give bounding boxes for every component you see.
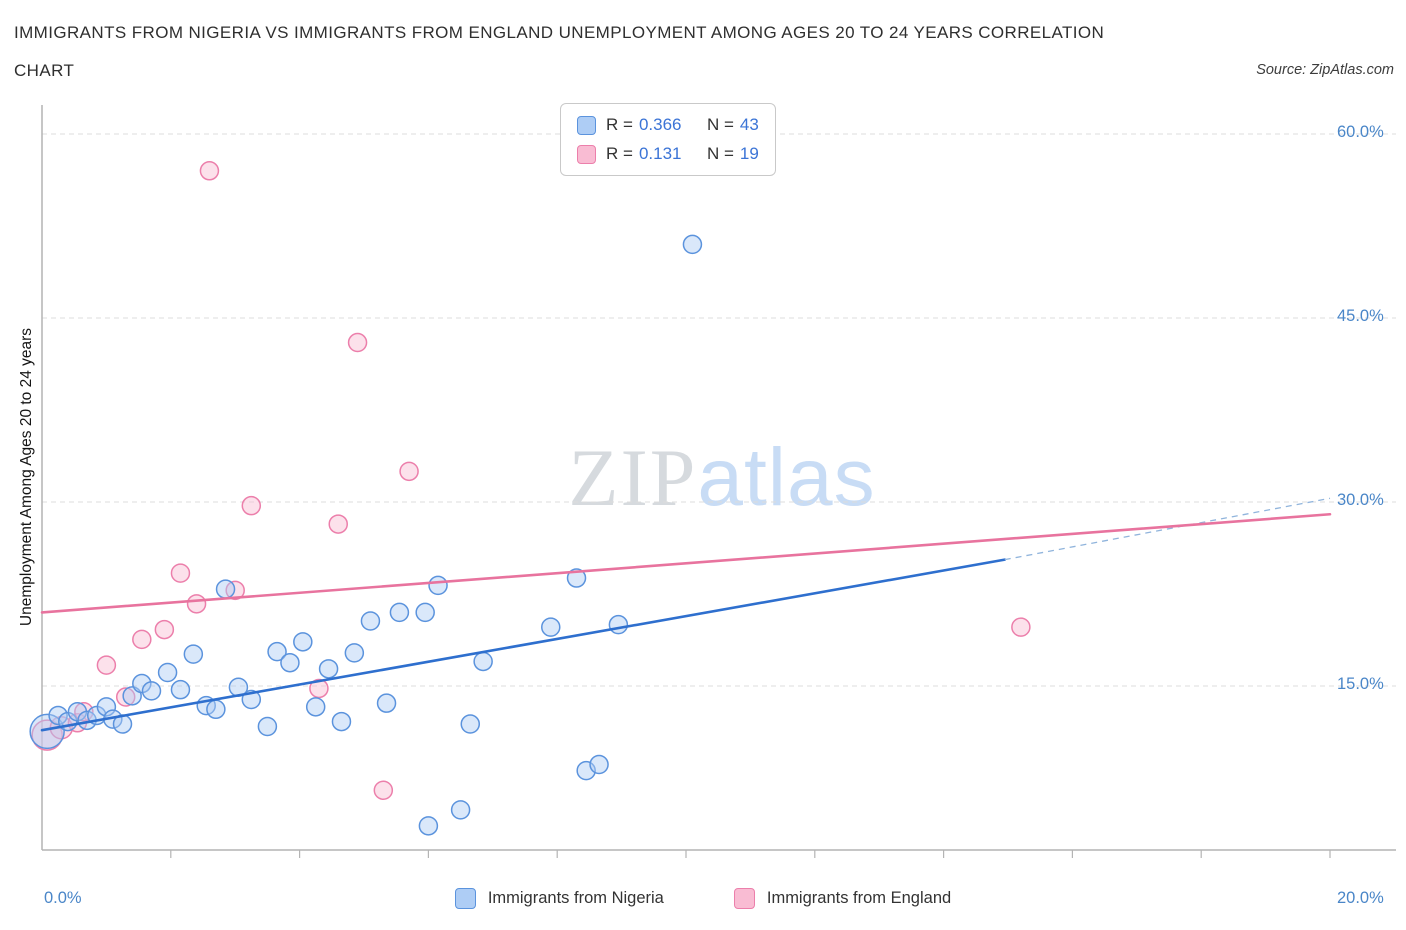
immigrants-from-nigeria-point	[376, 693, 397, 713]
y-tick-label-45.0%: 45.0%	[1337, 306, 1384, 325]
immigrants-from-nigeria-point	[473, 651, 493, 672]
trend-line	[40, 512, 1332, 614]
immigrants-from-nigeria-point	[344, 643, 365, 663]
england-legend-swatch	[733, 888, 755, 909]
immigrants-from-nigeria-point	[608, 614, 629, 635]
immigrants-from-nigeria-point	[215, 579, 236, 599]
legend-item-england: Immigrants from England	[733, 888, 952, 909]
zipatlas-watermark: ZIPatlas	[568, 431, 875, 525]
immigrants-from-england-point	[199, 161, 220, 181]
immigrants-from-nigeria-point	[360, 611, 381, 631]
x-axis-max-label: 20.0%	[1337, 889, 1384, 907]
immigrants-from-england-point	[154, 619, 175, 640]
n-value: 43	[739, 115, 759, 134]
immigrants-from-england-point	[115, 687, 136, 707]
immigrants-from-nigeria-point	[389, 602, 410, 623]
immigrants-from-nigeria-point	[96, 697, 117, 717]
y-tick-label-15.0%: 15.0%	[1337, 674, 1384, 693]
immigrants-from-nigeria-point	[206, 699, 226, 720]
immigrants-from-nigeria-point	[415, 602, 435, 623]
immigrants-from-nigeria-point	[257, 716, 278, 737]
y-tick-label-30.0%: 30.0%	[1337, 490, 1384, 509]
n-value: 19	[739, 144, 759, 163]
watermark-atlas: atlas	[697, 432, 876, 523]
stats-row-england: R = 0.131 N = 19	[577, 142, 759, 166]
england-swatch	[577, 144, 596, 164]
immigrants-from-england-point	[309, 678, 329, 699]
y-axis-title: Unemployment Among Ages 20 to 24 years	[18, 327, 35, 627]
chart-legend: Immigrants from Nigeria Immigrants from …	[0, 888, 1406, 909]
england-legend-label: Immigrants from England	[766, 889, 952, 907]
immigrants-from-nigeria-point	[589, 754, 609, 775]
n-label: N =	[706, 144, 734, 163]
correlation-stats-box: R = 0.366 N = 43 R = 0.131 N = 19	[560, 103, 776, 176]
immigrants-from-england-point	[186, 594, 207, 614]
nigeria-swatch	[577, 115, 596, 135]
immigrants-from-nigeria-point	[280, 652, 300, 673]
immigrants-from-nigeria-point	[418, 816, 439, 836]
immigrants-from-nigeria-point	[293, 632, 313, 652]
immigrants-from-nigeria-point	[183, 644, 204, 664]
immigrants-from-nigeria-point	[141, 681, 162, 701]
legend-item-nigeria: Immigrants from Nigeria	[454, 888, 664, 909]
immigrants-from-nigeria-point	[541, 617, 561, 637]
immigrants-from-nigeria-point	[29, 713, 65, 750]
stats-row-nigeria: R = 0.366 N = 43	[577, 113, 759, 137]
nigeria-legend-swatch	[454, 888, 476, 909]
immigrants-from-nigeria-point	[331, 711, 352, 732]
immigrants-from-england-point	[170, 563, 191, 583]
watermark-zip: ZIP	[568, 432, 698, 523]
immigrants-from-england-point	[347, 332, 368, 353]
immigrants-from-england-point	[241, 495, 262, 516]
immigrants-from-nigeria-point	[305, 697, 326, 717]
immigrants-from-nigeria-point	[682, 234, 703, 255]
page-title: IMMIGRANTS FROM NIGERIA VS IMMIGRANTS FR…	[14, 14, 1104, 90]
r-value: 0.131	[638, 144, 682, 163]
immigrants-from-england-point	[96, 655, 117, 675]
r-label: R =	[606, 115, 633, 134]
immigrants-from-england-point	[399, 461, 419, 482]
y-tick-label-60.0%: 60.0%	[1337, 122, 1384, 141]
immigrants-from-nigeria-point	[132, 673, 152, 694]
immigrants-from-nigeria-point	[48, 705, 68, 726]
title-line-1: IMMIGRANTS FROM NIGERIA VS IMMIGRANTS FR…	[14, 23, 1105, 42]
immigrants-from-england-point	[1011, 617, 1031, 637]
source-attribution: Source: ZipAtlas.com	[1256, 62, 1394, 78]
title-line-2: CHART	[14, 61, 75, 80]
immigrants-from-england-point	[373, 780, 394, 801]
trend-line	[40, 558, 1007, 732]
immigrants-from-nigeria-point	[450, 800, 471, 820]
immigrants-from-england-point	[328, 514, 348, 534]
nigeria-legend-label: Immigrants from Nigeria	[487, 889, 664, 907]
immigrants-from-nigeria-point	[428, 575, 448, 596]
immigrants-from-nigeria-point	[157, 662, 178, 683]
n-label: N =	[706, 115, 734, 134]
immigrants-from-nigeria-point	[566, 568, 587, 588]
trend-extension-dashed	[1004, 497, 1331, 561]
immigrants-from-nigeria-point	[267, 641, 287, 662]
r-value: 0.366	[638, 115, 682, 134]
immigrants-from-england-point	[132, 629, 152, 650]
x-axis-min-label: 0.0%	[44, 889, 82, 907]
immigrants-from-nigeria-point	[170, 679, 191, 700]
immigrants-from-nigeria-point	[318, 659, 339, 679]
r-label: R =	[606, 144, 633, 163]
immigrants-from-nigeria-point	[460, 714, 481, 734]
